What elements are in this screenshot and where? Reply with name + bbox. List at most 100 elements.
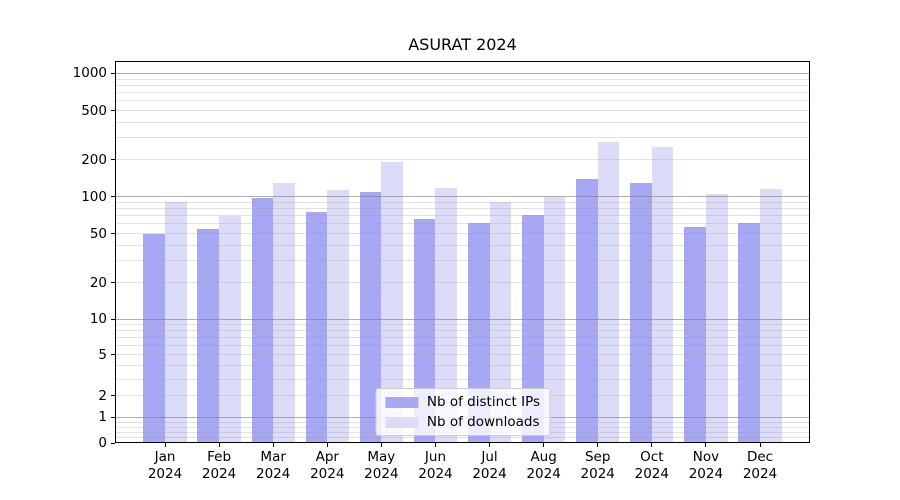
y-axis-tick-label: 500 <box>81 102 107 119</box>
bar-nb-of-downloads <box>651 147 674 443</box>
x-tick-mark <box>218 443 220 447</box>
bar-nb-of-downloads <box>327 190 349 443</box>
x-month-label: Aug <box>530 449 557 465</box>
legend-item-distinct-ips: Nb of distinct IPs <box>384 394 541 410</box>
x-year-label: 2024 <box>634 466 669 482</box>
y-tick-mark <box>111 318 115 320</box>
gridline-minor <box>115 78 810 80</box>
bar-nb-of-distinct-ips <box>359 191 382 443</box>
bar-nb-of-downloads <box>597 141 620 443</box>
gridline-major <box>115 196 810 198</box>
y-axis-tick-label: 5 <box>98 346 107 363</box>
bar-nb-of-downloads <box>273 182 295 443</box>
y-axis-tick-label: 0 <box>98 435 107 451</box>
x-month-label: Dec <box>746 449 774 465</box>
x-axis-tick-label: Jul 2024 <box>460 449 520 483</box>
bar-nb-of-downloads <box>435 188 458 443</box>
bar-nb-of-distinct-ips <box>197 228 220 443</box>
x-tick-mark <box>597 443 599 447</box>
bar-nb-of-distinct-ips <box>251 198 274 443</box>
gridline-minor <box>115 437 810 439</box>
bar-nb-of-distinct-ips <box>143 233 165 443</box>
x-axis-tick-label: Apr 2024 <box>297 449 357 483</box>
bar-nb-of-downloads <box>543 197 566 443</box>
legend-swatch-distinct-ips <box>384 396 418 408</box>
x-year-label: 2024 <box>742 466 778 482</box>
gridline-minor <box>115 260 810 262</box>
x-year-label: 2024 <box>472 466 507 482</box>
gridline-minor <box>115 378 810 380</box>
legend: Nb of distinct IPs Nb of downloads <box>374 388 551 436</box>
x-year-label: 2024 <box>526 466 561 482</box>
bar-nb-of-distinct-ips <box>413 218 436 443</box>
y-axis-tick-label: 1 <box>98 409 107 426</box>
bar-nb-of-distinct-ips <box>305 212 328 443</box>
gridline-minor <box>115 223 810 225</box>
x-year-label: 2024 <box>580 466 615 482</box>
bar-nb-of-distinct-ips <box>576 178 598 443</box>
x-month-label: Apr <box>315 449 339 465</box>
y-tick-mark <box>111 282 115 284</box>
x-year-label: 2024 <box>364 466 399 482</box>
bar-nb-of-downloads <box>165 202 187 443</box>
gridline-minor <box>115 159 810 161</box>
x-month-label: Oct <box>640 449 664 465</box>
bar-nb-of-distinct-ips <box>738 223 760 443</box>
bar-nb-of-downloads <box>760 189 782 443</box>
gridline-minor <box>115 121 810 123</box>
bar-nb-of-downloads <box>219 215 241 443</box>
gridline-minor <box>115 324 810 326</box>
x-axis-tick-label: Mar 2024 <box>243 449 303 483</box>
x-axis-tick-label: May 2024 <box>351 449 411 483</box>
legend-item-downloads: Nb of downloads <box>384 414 540 430</box>
bar-nb-of-distinct-ips <box>684 226 706 443</box>
bar-nb-of-downloads <box>489 202 512 443</box>
y-tick-mark <box>111 442 115 444</box>
x-year-label: 2024 <box>688 466 724 482</box>
x-year-label: 2024 <box>418 466 453 482</box>
gridline-minor <box>115 100 810 102</box>
gridline-minor <box>115 208 810 210</box>
x-month-label: Jun <box>424 449 446 465</box>
bar-nb-of-downloads <box>381 162 403 443</box>
y-tick-mark <box>111 72 115 74</box>
plot-area: Nb of distinct IPs Nb of downloads <box>115 61 810 443</box>
y-axis-tick-label: 50 <box>89 225 107 242</box>
legend-label-downloads: Nb of downloads <box>426 414 540 430</box>
bar-nb-of-downloads <box>705 194 728 443</box>
gridline-minor <box>115 137 810 139</box>
x-year-label: 2024 <box>147 466 183 482</box>
gridline-minor <box>115 282 810 284</box>
gridline-minor <box>115 215 810 217</box>
y-axis-tick-label: 1000 <box>72 65 107 82</box>
gridline-minor <box>115 92 810 94</box>
gridline-minor <box>115 110 810 112</box>
gridline-minor <box>115 245 810 247</box>
x-axis-tick-label: Nov 2024 <box>676 449 736 483</box>
gridline-minor <box>115 330 810 332</box>
y-tick-mark <box>111 196 115 198</box>
y-axis-tick-label: 100 <box>81 188 107 205</box>
x-axis-tick-label: Jun 2024 <box>405 449 465 483</box>
y-tick-mark <box>111 416 115 418</box>
x-tick-mark <box>705 443 707 447</box>
x-axis-tick-label: Oct 2024 <box>622 449 682 483</box>
y-tick-mark <box>111 159 115 161</box>
legend-swatch-downloads <box>384 416 418 428</box>
gridline-minor <box>115 365 810 367</box>
x-tick-mark <box>489 443 491 447</box>
gridline-major <box>115 72 810 74</box>
x-year-label: 2024 <box>255 466 291 482</box>
x-month-label: Sep <box>584 449 611 465</box>
gridline-minor <box>115 201 810 203</box>
x-tick-mark <box>434 443 436 447</box>
gridline-minor <box>115 84 810 86</box>
x-month-label: May <box>367 449 396 465</box>
y-axis-tick-label: 10 <box>89 311 107 328</box>
x-axis-tick-label: Feb 2024 <box>189 449 249 483</box>
x-tick-mark <box>380 443 382 447</box>
x-year-label: 2024 <box>201 466 237 482</box>
x-tick-mark <box>272 443 274 447</box>
legend-label-distinct-ips: Nb of distinct IPs <box>426 394 541 410</box>
